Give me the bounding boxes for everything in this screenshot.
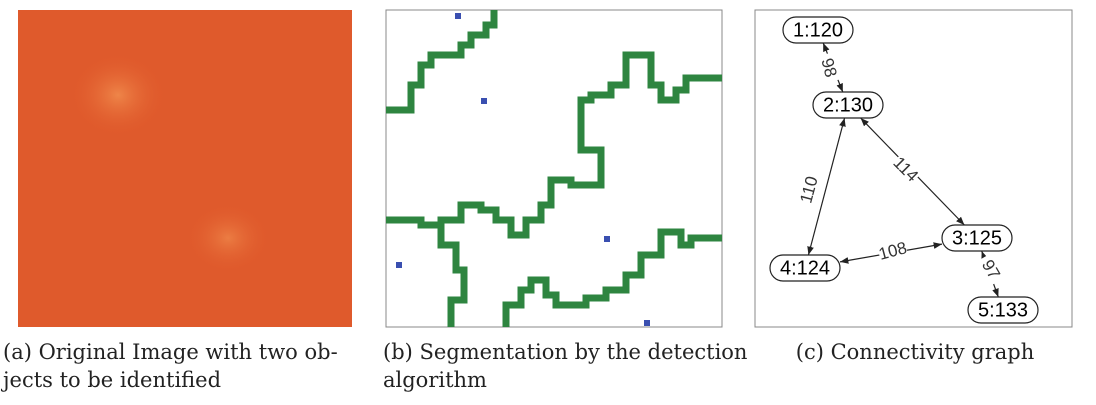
- seed-point: [455, 13, 461, 19]
- node: 1:120: [783, 17, 853, 43]
- seed-point: [481, 98, 487, 104]
- caption: (a) Original Image with two ob-jects to …: [3, 338, 338, 394]
- node: 3:125: [942, 225, 1012, 251]
- node-label: 1:120: [793, 19, 843, 41]
- node-label: 4:124: [780, 257, 830, 279]
- caption-line: algorithm: [383, 366, 747, 394]
- caption-line: jects to be identified: [3, 366, 338, 394]
- page: 98114110108971:1202:1303:1254:1245:133 (…: [0, 0, 1096, 405]
- caption-line: (c) Connectivity graph: [760, 338, 1070, 366]
- caption-line: (b) Segmentation by the detection: [383, 338, 747, 366]
- seed-point: [604, 236, 610, 242]
- node-label: 3:125: [952, 227, 1002, 249]
- node: 2:130: [813, 92, 883, 118]
- segmentation-image: [386, 10, 722, 327]
- original-image: [18, 10, 352, 327]
- seed-point: [396, 262, 402, 268]
- caption-line: (a) Original Image with two ob-: [3, 338, 338, 366]
- node: 4:124: [770, 255, 840, 281]
- seed-point: [644, 320, 650, 326]
- node: 5:133: [968, 297, 1038, 323]
- node-label: 2:130: [823, 94, 873, 116]
- caption: (c) Connectivity graph: [760, 338, 1070, 366]
- node-label: 5:133: [978, 299, 1028, 321]
